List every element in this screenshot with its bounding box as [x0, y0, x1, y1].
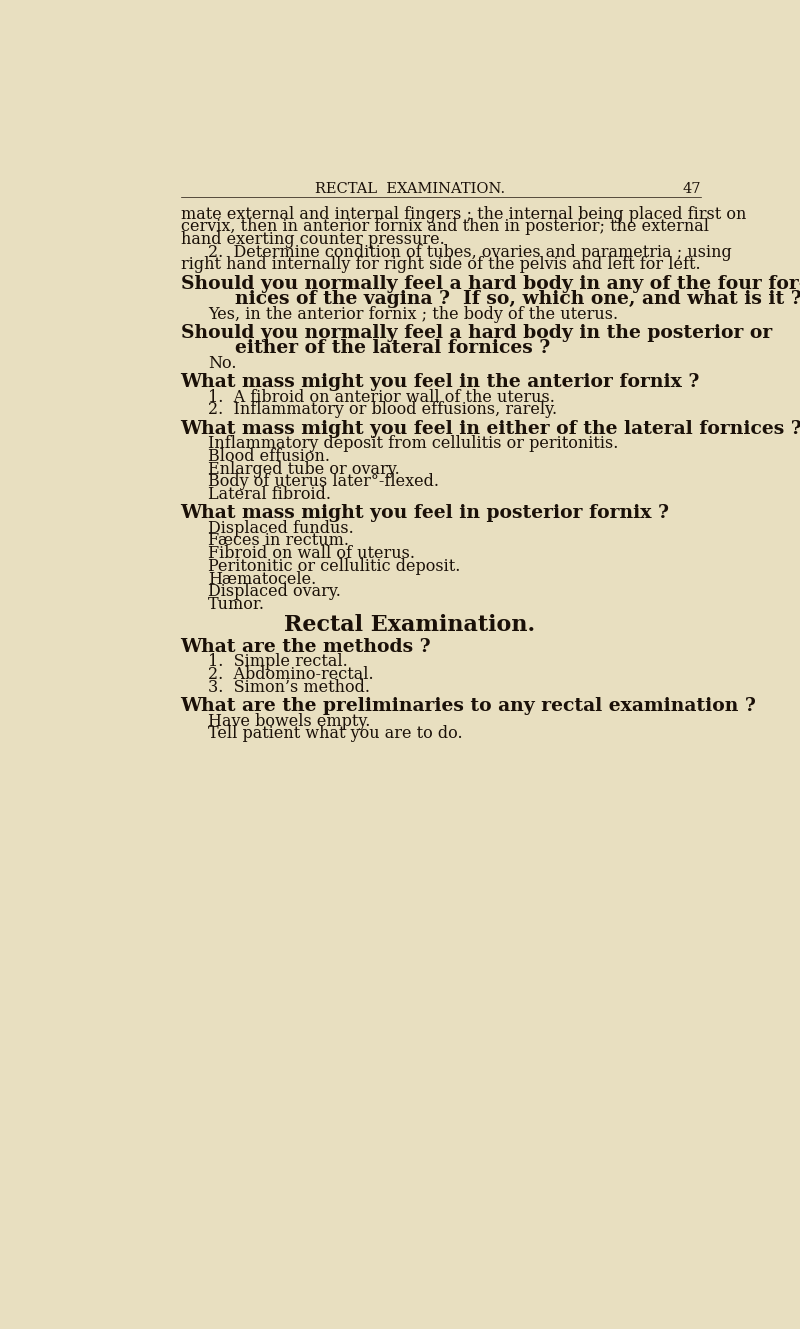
Text: 1.  A fibroid on anterior wall of the uterus.: 1. A fibroid on anterior wall of the ute…	[208, 388, 554, 405]
Text: 47: 47	[683, 182, 702, 195]
Text: What are the methods ?: What are the methods ?	[181, 638, 431, 657]
Text: cervix, then in anterior fornix and then in posterior; the external: cervix, then in anterior fornix and then…	[181, 218, 709, 235]
Text: Have bowels empty.: Have bowels empty.	[208, 712, 370, 730]
Text: What mass might you feel in the anterior fornix ?: What mass might you feel in the anterior…	[181, 373, 700, 391]
Text: 2.  Inflammatory or blood effusions, rarely.: 2. Inflammatory or blood effusions, rare…	[208, 401, 557, 419]
Text: 3.  Simon’s method.: 3. Simon’s method.	[208, 679, 370, 695]
Text: 2.  Abdomino-rectal.: 2. Abdomino-rectal.	[208, 666, 374, 683]
Text: 1.  Simple rectal.: 1. Simple rectal.	[208, 654, 347, 670]
Text: Hæmatocele.: Hæmatocele.	[208, 570, 316, 587]
Text: No.: No.	[208, 355, 236, 372]
Text: What mass might you feel in either of the lateral fornices ?: What mass might you feel in either of th…	[181, 420, 800, 437]
Text: Blood effusion.: Blood effusion.	[208, 448, 330, 465]
Text: mate external and internal fingers ; the internal being placed first on: mate external and internal fingers ; the…	[181, 206, 746, 222]
Text: Fæces in rectum.: Fæces in rectum.	[208, 533, 349, 549]
Text: Peritonitic or cellulitic deposit.: Peritonitic or cellulitic deposit.	[208, 558, 460, 575]
Text: Lateral fibroid.: Lateral fibroid.	[208, 486, 330, 502]
Text: Inflammatory deposit from cellulitis or peritonitis.: Inflammatory deposit from cellulitis or …	[208, 435, 618, 452]
Text: Displaced ovary.: Displaced ovary.	[208, 583, 341, 601]
Text: right hand internally for right side of the pelvis and left for left.: right hand internally for right side of …	[181, 256, 700, 274]
Text: What are the preliminaries to any rectal examination ?: What are the preliminaries to any rectal…	[181, 698, 757, 715]
Text: either of the lateral fornices ?: either of the lateral fornices ?	[235, 339, 550, 358]
Text: Tumor.: Tumor.	[208, 595, 265, 613]
Text: nices of the vagina ?  If so, which one, and what is it ?: nices of the vagina ? If so, which one, …	[235, 290, 800, 308]
Text: Body of uterus later°-flexed.: Body of uterus later°-flexed.	[208, 473, 438, 490]
Text: Displaced fundus.: Displaced fundus.	[208, 520, 354, 537]
Text: What mass might you feel in posterior fornix ?: What mass might you feel in posterior fo…	[181, 505, 670, 522]
Text: hand exerting counter pressure.: hand exerting counter pressure.	[181, 231, 444, 249]
Text: Should you normally feel a hard body in the posterior or: Should you normally feel a hard body in …	[181, 324, 772, 342]
Text: 2.  Determine condition of tubes, ovaries and parametria ; using: 2. Determine condition of tubes, ovaries…	[208, 243, 731, 260]
Text: Rectal Examination.: Rectal Examination.	[285, 614, 535, 637]
Text: Fibroid on wall of uterus.: Fibroid on wall of uterus.	[208, 545, 414, 562]
Text: RECTAL  EXAMINATION.: RECTAL EXAMINATION.	[315, 182, 505, 195]
Text: Should you normally feel a hard body in any of the four for-: Should you normally feel a hard body in …	[181, 275, 800, 292]
Text: Enlarged tube or ovary.: Enlarged tube or ovary.	[208, 461, 399, 477]
Text: Tell patient what you are to do.: Tell patient what you are to do.	[208, 726, 462, 742]
Text: Yes, in the anterior fornix ; the body of the uterus.: Yes, in the anterior fornix ; the body o…	[208, 306, 618, 323]
